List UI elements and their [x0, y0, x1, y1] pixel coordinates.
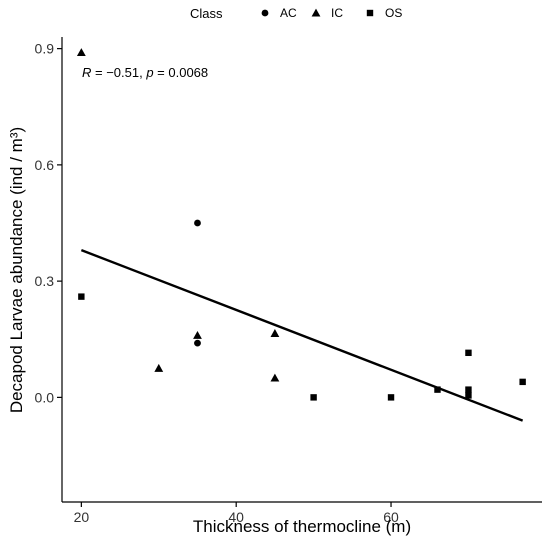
trend-line [80, 249, 524, 422]
data-point-os [387, 394, 395, 401]
r-label: R [82, 65, 91, 80]
data-point-os [434, 386, 441, 393]
y-axis-title: Decapod Larvae abundance (ind / m³) [7, 127, 26, 413]
legend-title: Class [190, 6, 223, 21]
data-point-os [465, 349, 472, 357]
data-point-os [519, 378, 526, 386]
legend-label-ic: IC [331, 6, 343, 20]
p-value: = 0.0068 [154, 65, 209, 80]
data-point-ac [194, 219, 201, 227]
data-point-ic [270, 373, 280, 382]
y-tick-label: 0.0 [35, 389, 55, 405]
data-point-ic [270, 329, 280, 337]
x-axis-title: Thickness of thermocline (m) [193, 517, 411, 536]
correlation-annotation: R = −0.51, p = 0.0068 [82, 65, 208, 80]
p-label: p [145, 65, 153, 80]
legend-label-os: OS [385, 6, 402, 20]
legend-label-ac: AC [280, 6, 297, 20]
legend: Class AC IC OS [190, 6, 402, 21]
data-point-os [310, 394, 317, 401]
r-value: = −0.51, [91, 65, 146, 80]
data-point-ic [193, 330, 202, 339]
data-point-os [465, 386, 472, 393]
data-point-ic [76, 48, 86, 57]
legend-key-ac [261, 9, 269, 17]
data-point-os [78, 293, 85, 300]
legend-key-ic [311, 8, 321, 17]
x-tick-label: 60 [383, 509, 399, 525]
legend-key-os [366, 9, 374, 17]
data-point-ac [194, 339, 201, 347]
y-tick-label: 0.3 [35, 273, 55, 289]
data-point-ic [154, 363, 164, 372]
x-tick-label: 40 [228, 509, 244, 525]
axes: 20 40 60 0.0 0.3 0.6 0.9 Thickness of thermoc… [7, 37, 542, 536]
x-tick-label: 20 [74, 509, 90, 525]
data-point-os [465, 392, 472, 399]
y-tick-label: 0.6 [35, 157, 55, 173]
y-tick-label: 0.9 [35, 41, 55, 57]
